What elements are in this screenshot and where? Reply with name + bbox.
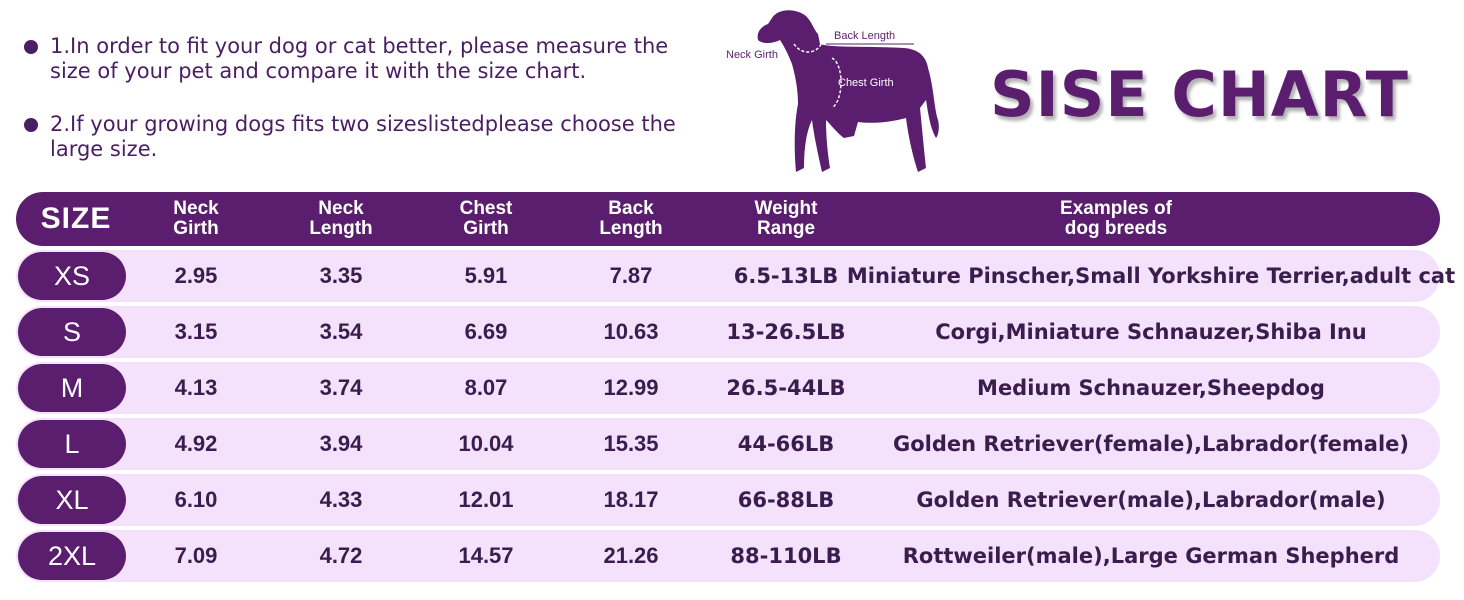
weight-cell: 88-110LB [730, 544, 842, 568]
chest-girth-label: Chest Girth [838, 77, 894, 89]
note-text: 1.In order to fit your dog or cat better… [50, 34, 669, 83]
neck-girth-cell: 7.09 [174, 543, 218, 568]
chest-girth-cell: 12.01 [458, 487, 514, 512]
table-row: 2XL 7.09 4.72 14.57 21.26 88-110LB Rottw… [16, 530, 1440, 582]
dog-measurement-diagram: Back Length Neck Girth Chest Girth [726, 10, 939, 172]
size-badge: M [18, 364, 126, 412]
weight-cell: 13-26.5LB [726, 320, 846, 344]
size-badge: 2XL [18, 532, 126, 580]
examples-cell: Miniature Pinscher,Small Yorkshire Terri… [846, 264, 1456, 288]
back-length-cell: 12.99 [603, 375, 659, 400]
chest-girth-cell: 5.91 [464, 263, 508, 288]
table-row: M 4.13 3.74 8.07 12.99 26.5-44LB Medium … [16, 362, 1440, 414]
neck-length-cell: 3.54 [319, 319, 363, 344]
examples-cell: Corgi,Miniature Schnauzer,Shiba Inu [935, 320, 1367, 344]
header-back-length: Back Length [599, 198, 663, 239]
back-length-label: Back Length [834, 30, 895, 42]
size-badge: S [18, 308, 126, 356]
back-length-cell: 18.17 [603, 487, 659, 512]
table-row: S 3.15 3.54 6.69 10.63 13-26.5LB Corgi,M… [16, 306, 1440, 358]
examples-cell: Medium Schnauzer,Sheepdog [977, 376, 1325, 400]
weight-cell: 26.5-44LB [726, 376, 846, 400]
header-neck-length: Neck Length [309, 198, 373, 239]
instruction-note: 2.If your growing dogs fits two sizeslis… [22, 112, 712, 162]
chest-girth-cell: 6.69 [464, 319, 508, 344]
chest-girth-cell: 14.57 [458, 543, 514, 568]
chest-girth-cell: 8.07 [464, 375, 508, 400]
neck-girth-label: Neck Girth [726, 49, 778, 61]
neck-length-cell: 3.94 [319, 431, 363, 456]
header-neck-girth: Neck Girth [173, 198, 219, 239]
table-header: SIZE Neck Girth Neck Length Chest Girth … [16, 192, 1440, 246]
back-length-cell: 21.26 [603, 543, 659, 568]
neck-length-cell: 4.33 [319, 487, 363, 512]
neck-length-cell: 3.74 [319, 375, 363, 400]
weight-cell: 6.5-13LB [733, 264, 839, 288]
size-badge: XS [18, 252, 126, 300]
header-examples: Examples of dog breeds [1060, 198, 1172, 239]
neck-length-cell: 4.72 [319, 543, 363, 568]
size-badge: L [18, 420, 126, 468]
note-text: 2.If your growing dogs fits two sizeslis… [50, 112, 676, 161]
header-weight-range: Weight Range [754, 198, 818, 239]
examples-cell: Golden Retriever(male),Labrador(male) [916, 488, 1386, 512]
chart-title: SISE CHART [990, 58, 1409, 131]
neck-girth-line [793, 41, 823, 53]
table-row: XL 6.10 4.33 12.01 18.17 66-88LB Golden … [16, 474, 1440, 526]
chest-girth-line [831, 57, 842, 109]
table-row: XS 2.95 3.35 5.91 7.87 6.5-13LB Miniatur… [16, 250, 1456, 302]
instruction-note: 1.In order to fit your dog or cat better… [22, 34, 712, 84]
table-row: L 4.92 3.94 10.04 15.35 44-66LB Golden R… [16, 418, 1440, 470]
header-size: SIZE [40, 202, 112, 235]
neck-girth-cell: 4.92 [174, 431, 218, 456]
examples-cell: Golden Retriever(female),Labrador(female… [893, 432, 1409, 456]
back-length-cell: 10.63 [603, 319, 659, 344]
bullet-dot [24, 118, 38, 132]
neck-girth-cell: 6.10 [174, 487, 218, 512]
back-length-cell: 7.87 [609, 263, 653, 288]
bullet-dot [24, 40, 38, 54]
chest-girth-cell: 10.04 [458, 431, 514, 456]
examples-cell: Rottweiler(male),Large German Shepherd [902, 544, 1400, 568]
neck-girth-cell: 2.95 [174, 263, 218, 288]
neck-girth-cell: 3.15 [174, 319, 218, 344]
instruction-notes: 1.In order to fit your dog or cat better… [22, 34, 712, 162]
neck-girth-cell: 4.13 [174, 375, 218, 400]
neck-length-cell: 3.35 [319, 263, 363, 288]
header-chest-girth: Chest Girth [459, 198, 513, 239]
back-length-cell: 15.35 [603, 431, 659, 456]
weight-cell: 66-88LB [737, 488, 835, 512]
size-badge: XL [18, 476, 126, 524]
weight-cell: 44-66LB [737, 432, 835, 456]
